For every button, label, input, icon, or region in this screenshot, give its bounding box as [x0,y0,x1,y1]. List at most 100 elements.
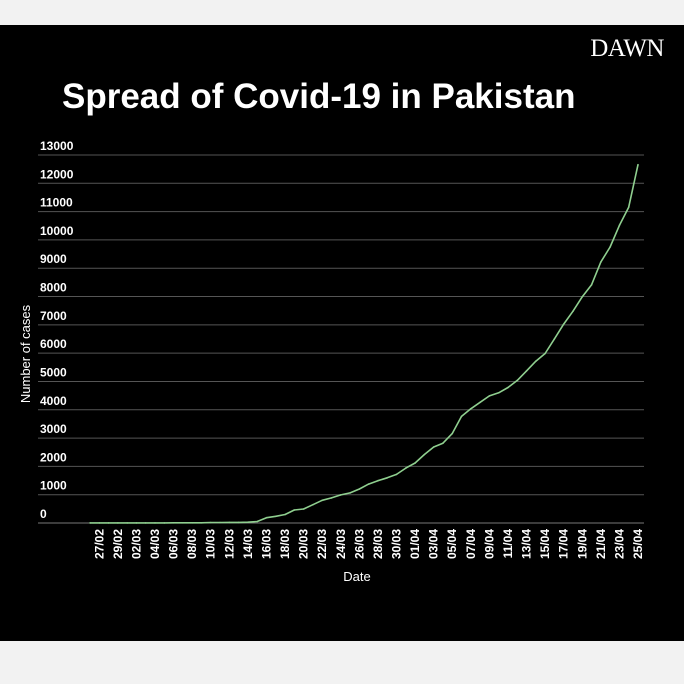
data-point [442,442,444,445]
x-tick-label: 03/04 [427,529,441,559]
y-tick-label: 2000 [40,450,67,464]
data-point [618,224,621,227]
data-point [349,492,351,494]
data-point [247,521,249,523]
y-tick-label: 13000 [40,139,74,153]
data-point [581,295,584,298]
data-point [423,453,426,456]
x-tick-label: 26/03 [352,529,366,559]
data-point [144,522,147,524]
data-point [340,494,342,496]
x-tick-label: 21/04 [594,529,608,559]
data-point [367,483,370,485]
data-point [237,521,240,524]
line-chart: 0 1000 2000 3000 4000 5000 6000 7000 8000 9000 100… [18,139,645,584]
x-tick-label: 14/03 [241,529,255,559]
y-tick-label: 9000 [40,252,67,266]
data-point [191,522,193,524]
dawn-logo: DAWN [590,35,664,62]
data-point [470,408,472,410]
y-tick-label: 8000 [40,281,67,295]
x-tick-label: 23/04 [612,529,626,559]
x-tick-label: 01/04 [408,529,422,559]
data-point [172,522,175,524]
data-point [358,488,361,490]
data-point [321,499,324,502]
data-point [405,467,407,469]
x-tick-label: 20/03 [297,529,311,559]
data-point [135,522,138,524]
data-point [395,473,398,476]
x-tick-label: 13/04 [520,529,534,559]
data-point [256,520,259,523]
data-point [98,522,101,524]
data-point [200,522,203,524]
y-tick-label: 6000 [40,337,67,351]
data-point [182,522,184,524]
grid-lines [38,154,644,524]
y-axis-label: Number of cases [18,304,33,403]
x-tick-label: 06/03 [167,529,181,559]
x-tick-label: 24/03 [334,529,348,559]
x-tick-label: 11/04 [501,529,515,559]
data-point [535,360,537,363]
data-point [330,497,333,499]
data-point [154,522,156,524]
x-tick-label: 04/03 [148,529,162,559]
data-point [562,323,565,325]
x-tick-label: 08/03 [185,529,199,559]
data-point [126,522,128,524]
data-point [284,513,286,516]
data-point [386,477,389,479]
data-point [553,338,556,340]
x-tick-label: 17/04 [557,529,571,559]
y-axis-ticks: 0 1000 2000 3000 4000 5000 6000 7000 8000 9000 100… [40,139,74,521]
data-point [414,462,416,464]
y-tick-label: 7000 [40,309,67,323]
chart-title: Spread of Covid-19 in Pakistan [62,77,576,116]
cases-series-line [90,164,639,524]
data-point [293,509,296,511]
y-tick-label: 11000 [40,196,73,210]
data-point [497,392,500,394]
x-tick-label: 10/03 [204,529,218,559]
data-point [209,521,212,524]
data-point [609,246,611,248]
x-tick-label: 19/04 [575,529,589,559]
x-tick-label: 05/04 [445,529,459,559]
x-axis-ticks: 27/02 29/02 02/03 04/03 06/03 08/03 10/03 12/03… [92,529,645,559]
y-tick-label: 3000 [40,422,67,436]
data-point [572,310,574,313]
data-point [637,163,639,166]
data-point [600,261,602,263]
x-tick-label: 22/03 [315,529,329,559]
data-point [507,386,509,389]
data-point [627,206,630,208]
data-point [275,515,277,518]
data-point [163,522,166,524]
x-tick-label: 12/03 [222,529,236,559]
data-point [544,352,546,355]
data-point [488,395,491,397]
x-tick-label: 15/04 [538,529,552,559]
data-point [219,521,221,524]
data-point [479,401,481,404]
x-tick-label: 30/03 [390,529,404,559]
x-tick-label: 16/03 [259,529,273,559]
x-axis-label: Date [343,569,370,584]
data-point [432,446,435,448]
x-tick-label: 27/02 [92,529,106,559]
y-tick-label: 5000 [40,365,67,379]
data-point [451,432,454,435]
x-tick-label: 02/03 [129,529,143,559]
data-point [228,521,231,524]
data-point [525,370,528,372]
chart-panel: DAWN Spread of Covid-19 in Pakistan 0 100… [0,25,684,641]
data-point [107,522,110,524]
y-tick-label: 0 [40,507,47,521]
x-tick-label: 29/02 [111,529,125,559]
x-tick-label: 25/04 [631,529,645,559]
series-layer [89,163,639,524]
data-point [312,503,314,506]
x-tick-label: 07/04 [464,529,478,559]
